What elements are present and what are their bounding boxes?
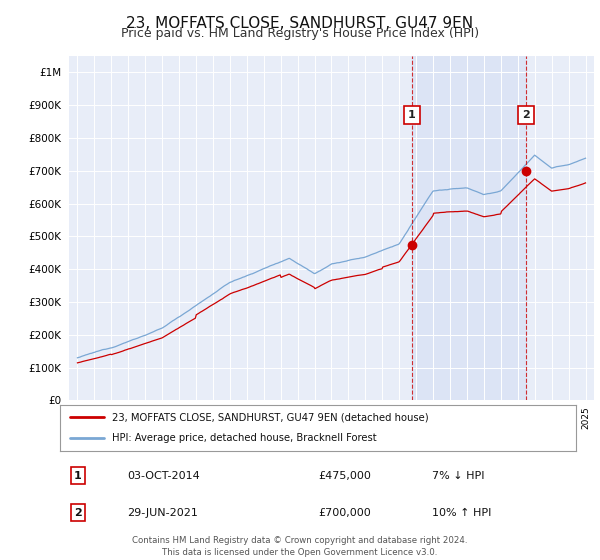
Text: 2: 2: [74, 508, 82, 518]
Text: 03-OCT-2014: 03-OCT-2014: [127, 470, 200, 480]
Text: 2: 2: [523, 110, 530, 120]
Text: 23, MOFFATS CLOSE, SANDHURST, GU47 9EN (detached house): 23, MOFFATS CLOSE, SANDHURST, GU47 9EN (…: [112, 412, 428, 422]
Text: 7% ↓ HPI: 7% ↓ HPI: [431, 470, 484, 480]
Text: 23, MOFFATS CLOSE, SANDHURST, GU47 9EN: 23, MOFFATS CLOSE, SANDHURST, GU47 9EN: [127, 16, 473, 31]
Text: £700,000: £700,000: [318, 508, 371, 518]
Text: Price paid vs. HM Land Registry's House Price Index (HPI): Price paid vs. HM Land Registry's House …: [121, 27, 479, 40]
Text: 1: 1: [408, 110, 416, 120]
Text: 1: 1: [74, 470, 82, 480]
Text: 29-JUN-2021: 29-JUN-2021: [127, 508, 198, 518]
Bar: [412, 56, 526, 400]
Text: 10% ↑ HPI: 10% ↑ HPI: [431, 508, 491, 518]
Text: £475,000: £475,000: [318, 470, 371, 480]
Text: HPI: Average price, detached house, Bracknell Forest: HPI: Average price, detached house, Brac…: [112, 433, 376, 444]
Text: Contains HM Land Registry data © Crown copyright and database right 2024.
This d: Contains HM Land Registry data © Crown c…: [132, 536, 468, 557]
